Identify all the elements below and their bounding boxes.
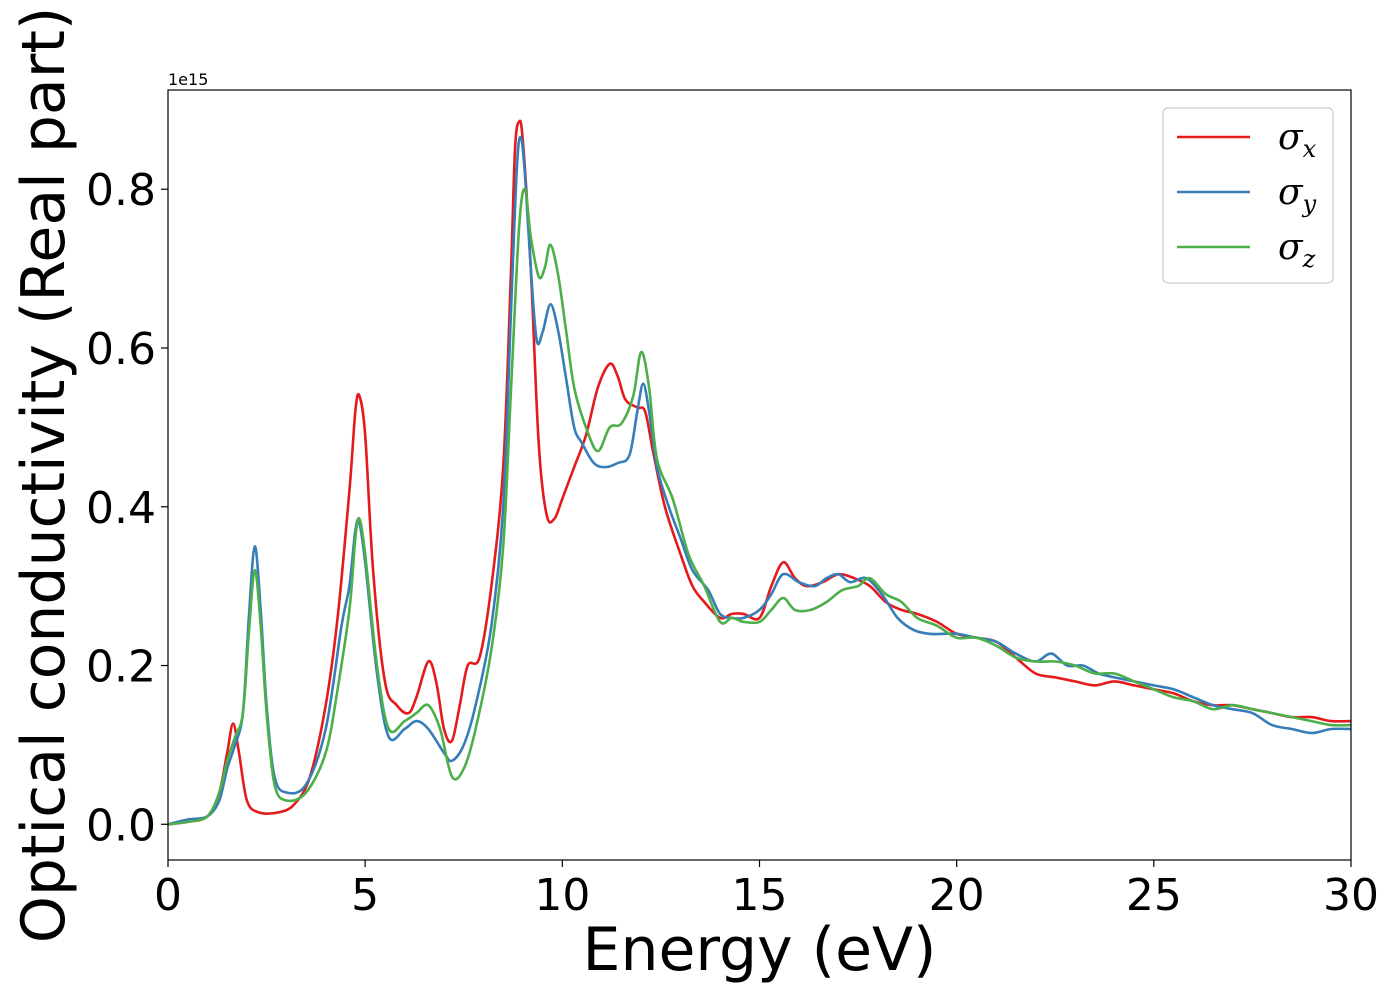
y-offset-text: 1e15 <box>168 70 208 89</box>
x-tick-label: 30 <box>1323 870 1379 921</box>
series-lines <box>167 119 1352 826</box>
x-axis-title: Energy (eV) <box>583 915 937 985</box>
x-tick-label: 10 <box>534 870 590 921</box>
y-tick-label: 0.4 <box>86 483 156 534</box>
x-tick-label: 0 <box>154 870 182 921</box>
x-tick-label: 5 <box>351 870 379 921</box>
y-tick-label: 0.6 <box>86 324 156 375</box>
series-line-z <box>167 187 1352 826</box>
x-tick-label: 25 <box>1126 870 1182 921</box>
series-line-x <box>167 119 1352 826</box>
y-axis-title: Optical conductivity (Real part) <box>9 7 79 944</box>
y-tick-label: 0.0 <box>86 800 156 851</box>
x-tick-label: 20 <box>929 870 985 921</box>
x-axis-ticks: 0 5 10 15 20 25 30 <box>154 860 1379 921</box>
y-tick-label: 0.2 <box>86 642 156 693</box>
legend-label-y: σy <box>1278 172 1317 218</box>
x-tick-label: 15 <box>732 870 788 921</box>
y-axis-ticks: 0.0 0.2 0.4 0.6 0.8 <box>86 165 168 851</box>
series-line-y <box>167 135 1352 826</box>
y-tick-label: 0.8 <box>86 165 156 216</box>
legend-box <box>1162 107 1334 284</box>
legend-label-x: σx <box>1278 117 1317 163</box>
